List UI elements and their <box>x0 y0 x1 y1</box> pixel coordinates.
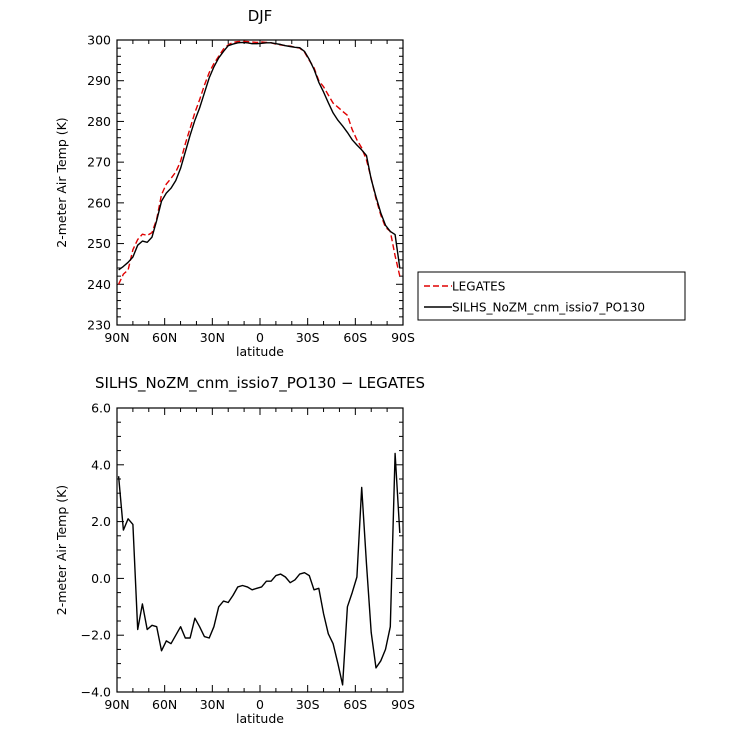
legend-entry-label: LEGATES <box>452 280 505 294</box>
y-tick-label: 230 <box>87 318 111 333</box>
x-tick-label: 0 <box>256 330 264 345</box>
y-tick-label: 250 <box>87 236 111 251</box>
x-tick-label: 30S <box>296 697 320 712</box>
y-tick-label: 0.0 <box>91 571 111 586</box>
x-tick-label: 30N <box>200 697 225 712</box>
x-tick-label: 60S <box>343 330 367 345</box>
bottom-panel-difference: SILHS_NoZM_cnm_issio7_PO130 − LEGATES 90N… <box>54 374 425 726</box>
y-tick-label: −2.0 <box>81 628 111 643</box>
x-axis-label: latitude <box>236 344 284 359</box>
x-tick-label: 90N <box>104 697 129 712</box>
x-tick-label: 90S <box>391 330 415 345</box>
y-axis-label: 2-meter Air Temp (K) <box>54 117 69 247</box>
x-tick-label: 0 <box>256 697 264 712</box>
y-tick-label: 270 <box>87 155 111 170</box>
y-tick-label: 6.0 <box>91 401 111 416</box>
series-line-legates <box>117 40 401 285</box>
x-tick-label: 30S <box>296 330 320 345</box>
x-tick-label: 30N <box>200 330 225 345</box>
y-tick-label: 240 <box>87 277 111 292</box>
legend-box <box>417 271 686 321</box>
x-tick-label: 60N <box>152 697 177 712</box>
chart-title: DJF <box>248 7 273 25</box>
x-axis-label: latitude <box>236 711 284 726</box>
y-tick-label: 300 <box>87 33 111 48</box>
plot-frame <box>116 39 404 326</box>
y-axis-label: 2-meter Air Temp (K) <box>54 485 69 615</box>
y-tick-label: −4.0 <box>81 685 111 700</box>
x-tick-label: 60N <box>152 330 177 345</box>
top-panel-djf: DJF 90N 60N 30N 0 30S 60S 90S 230 240 250 260 270 280… <box>54 7 415 359</box>
x-tick-label: 60S <box>343 697 367 712</box>
legend: LEGATES SILHS_NoZM_cnm_issio7_PO130 <box>417 271 686 321</box>
y-tick-label: 2.0 <box>91 514 111 529</box>
x-tick-label: 90N <box>104 330 129 345</box>
plot-frame <box>116 407 404 693</box>
legend-entry-label: SILHS_NoZM_cnm_issio7_PO130 <box>452 301 645 315</box>
y-tick-label: 280 <box>87 114 111 129</box>
y-tick-label: 290 <box>87 73 111 88</box>
y-tick-label: 260 <box>87 195 111 210</box>
x-tick-label: 90S <box>391 697 415 712</box>
y-tick-label: 4.0 <box>91 457 111 472</box>
series-line-series-0 <box>117 452 401 686</box>
chart-title: SILHS_NoZM_cnm_issio7_PO130 − LEGATES <box>95 374 425 393</box>
series-line-silhs-nozm-cnm-issio7-po130 <box>118 41 401 271</box>
